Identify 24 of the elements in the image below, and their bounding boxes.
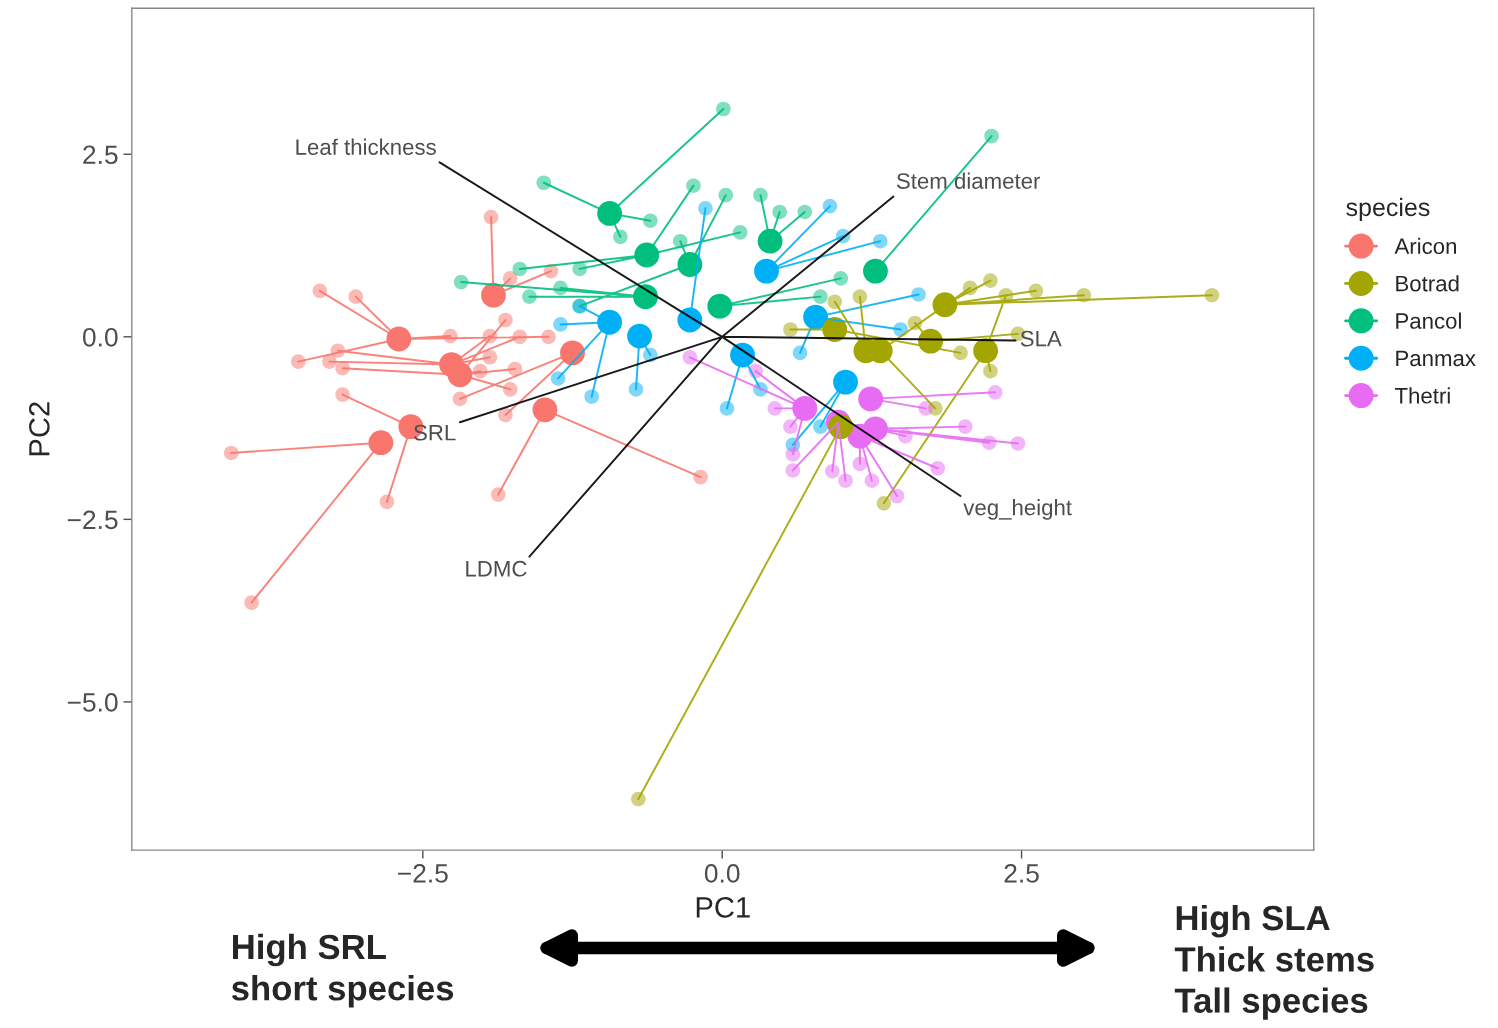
legend-label: Aricon (1394, 237, 1456, 255)
annotation: Stem diameter (896, 172, 1041, 189)
x-tick-label: −2.5 (398, 864, 448, 883)
point (838, 473, 853, 488)
x-axis-title: PC1 (696, 897, 750, 918)
legend-label: Panmax (1396, 350, 1476, 367)
y-tick-label: 0.0 (82, 327, 118, 347)
text: High SRL short species (231, 933, 454, 1008)
legend-label: Pancol (1396, 312, 1461, 329)
y-tick-label: 2.5 (83, 145, 118, 165)
annotation: LDMC (466, 560, 527, 577)
y-tick-label: −5.0 (67, 693, 118, 712)
annotation: Leaf thickness (296, 138, 436, 155)
x-tick-label: 2.5 (1004, 864, 1039, 883)
y-axis-title: PC2 (29, 402, 50, 456)
legend-label: Botrad (1396, 275, 1459, 292)
point (783, 322, 798, 337)
x-tick-label: 0.0 (704, 864, 740, 883)
text: High SLA Thick stems Tall species (1174, 904, 1374, 1020)
legend-title: species (1346, 197, 1430, 222)
legend-label: Thetri (1394, 387, 1450, 404)
y-tick-label: −2.5 (67, 510, 118, 530)
annotation: SLA (1020, 330, 1062, 347)
annotation: veg_height (963, 499, 1072, 520)
